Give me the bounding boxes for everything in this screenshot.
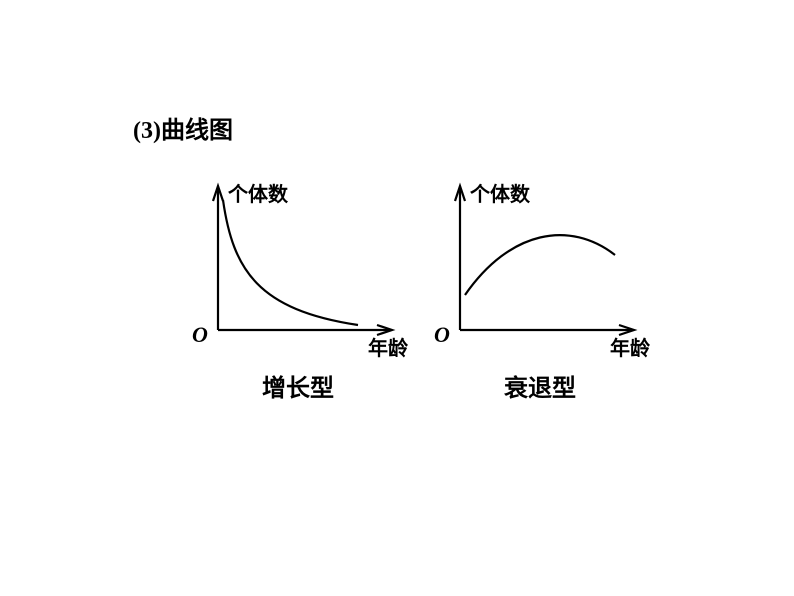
y-axis-label: 个体数 [228,178,288,207]
x-axis-label: 年龄 [368,332,408,361]
chart-caption: 增长型 [198,368,398,403]
x-axis-label: 年龄 [610,332,650,361]
origin-label: O [434,322,450,348]
chart-decline: 个体数 年龄 O 衰退型 [440,180,640,350]
y-axis-label: 个体数 [470,178,530,207]
section-title: (3)曲线图 [133,110,233,145]
origin-label: O [192,322,208,348]
chart-growth: 个体数 年龄 O 增长型 [198,180,398,350]
chart-caption: 衰退型 [440,368,640,403]
